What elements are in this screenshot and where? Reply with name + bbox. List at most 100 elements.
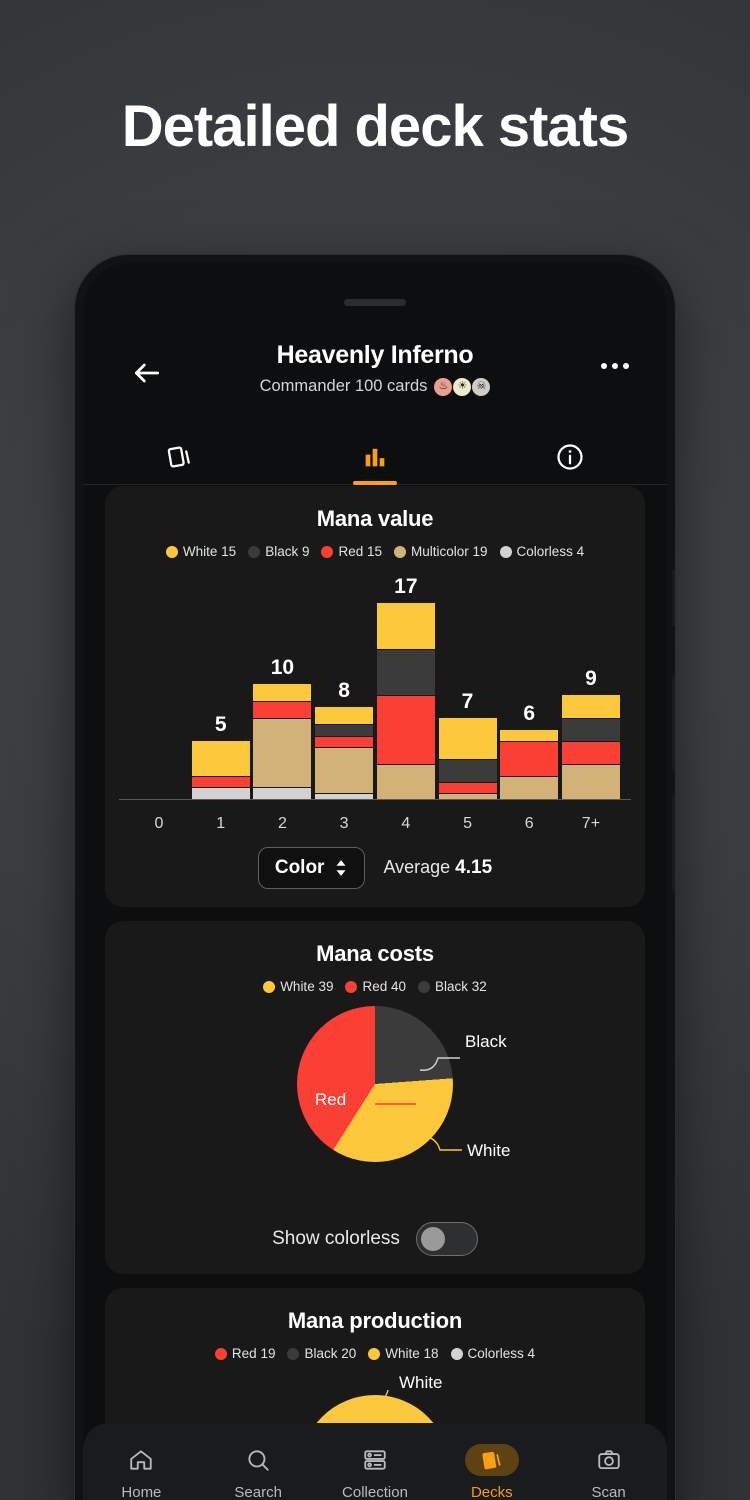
mana-value-card: Mana value White 15 Black 9 Red 15 Multicol… (105, 486, 645, 907)
show-colorless-row: Show colorless (119, 1222, 631, 1256)
legend-swatch (345, 980, 358, 993)
bar-segment-white (191, 741, 250, 776)
tab-cards[interactable] (83, 429, 278, 484)
nav-item-scan[interactable]: Scan (550, 1444, 667, 1500)
bar-column[interactable]: 7 (437, 573, 498, 799)
legend-swatch (321, 545, 334, 558)
bar-columns: 5 10 8 17 7 6 9 (129, 573, 621, 799)
legend-swatch (263, 980, 276, 993)
bar-segment-white (253, 683, 312, 702)
nav-item-collection[interactable]: Collection (317, 1444, 434, 1500)
home-icon (130, 1449, 153, 1470)
mana-costs-title: Mana costs (316, 941, 434, 966)
bar-stack (190, 740, 251, 799)
bar-column[interactable]: 17 (375, 573, 436, 799)
nav-label: Decks (470, 1483, 513, 1500)
bar-segment-black (438, 758, 497, 782)
toggle-knob (420, 1227, 445, 1251)
x-label: 6 (524, 815, 534, 832)
camera-icon-wrap (582, 1444, 636, 1476)
tab-stats[interactable] (278, 429, 473, 485)
show-colorless-toggle[interactable] (415, 1222, 478, 1256)
pie-slices (297, 1006, 453, 1162)
more-horizontal-icon[interactable] (601, 363, 629, 369)
mana-value-bar-chart: 5 10 8 17 7 6 9 0 1 2 3 4 5 6 7+ (119, 573, 631, 833)
nav-item-decks[interactable]: Decks (433, 1443, 550, 1500)
tab-strip (83, 429, 667, 485)
legend-swatch (499, 545, 512, 558)
bar-value-label: 10 (270, 655, 295, 679)
red-leader-line (375, 1103, 416, 1105)
legend-item: Red 40 (345, 979, 406, 994)
nav-label: Scan (591, 1483, 626, 1500)
show-colorless-label: Show colorless (272, 1228, 400, 1249)
nav-label: Home (121, 1483, 162, 1500)
legend-swatch (214, 1347, 227, 1360)
bar-column[interactable]: 9 (560, 573, 621, 799)
legend-item: Black 32 (418, 979, 487, 994)
mana-costs-card: Mana costs White 39 Red 40 Black 32 Black … (105, 921, 645, 1274)
x-label: 7+ (581, 815, 601, 832)
stats-scroll-area[interactable]: Mana value White 15 Black 9 Red 15 Multicol… (83, 486, 667, 1500)
mana-production-legend: Red 19 Black 20 White 18 Colorless 4 (119, 1346, 631, 1361)
color-grouping-selector[interactable]: Color (257, 847, 366, 889)
decks-icon-wrap (464, 1443, 519, 1476)
back-arrow-icon[interactable] (131, 357, 163, 389)
chevron-updown-icon (336, 860, 346, 876)
legend-label: Colorless 4 (467, 1346, 536, 1361)
tab-info[interactable] (472, 429, 667, 484)
nav-label: Collection (342, 1483, 408, 1500)
legend-swatch (248, 545, 261, 558)
bar-stack (375, 602, 436, 799)
legend-swatch (165, 545, 178, 558)
bar-segment-white (376, 603, 435, 650)
bar-segment-colorless (191, 787, 250, 799)
mana-production-title: Mana production (287, 1308, 463, 1333)
legend-label: Black 20 (304, 1346, 357, 1361)
bar-column[interactable]: 10 (252, 573, 313, 799)
nav-item-search[interactable]: Search (200, 1444, 317, 1500)
pie-label-black: Black (465, 1032, 507, 1051)
pie-label-white: White (467, 1141, 511, 1160)
info-circle-icon (557, 443, 583, 470)
legend-swatch (394, 545, 407, 558)
bar-value-label: 9 (585, 667, 597, 691)
bar-stack (437, 717, 498, 799)
legend-label: Colorless 4 (516, 544, 585, 559)
phone-screen: Heavenly Inferno Commander 100 cards ♨ ☀… (83, 263, 667, 1500)
bar-segment-red (561, 741, 620, 765)
nav-item-home[interactable]: Home (83, 1444, 200, 1500)
nav-label: Search (234, 1483, 282, 1500)
bar-column[interactable]: 8 (314, 573, 375, 799)
mana-value-legend: White 15 Black 9 Red 15 Multicolor 19 Colorl… (119, 544, 631, 559)
x-label: 3 (339, 815, 349, 832)
legend-item: Black 20 (287, 1346, 356, 1361)
bar-segment-red (376, 695, 435, 765)
phone-frame: Heavenly Inferno Commander 100 cards ♨ ☀… (75, 255, 675, 1500)
legend-label: Black 9 (265, 544, 310, 559)
legend-label: White 18 (385, 1346, 439, 1361)
bar-segment-red (500, 741, 559, 776)
bar-stack (314, 705, 375, 799)
bar-segment-black (376, 649, 435, 696)
average-value: 4.15 (455, 857, 493, 878)
bar-column[interactable]: 5 (190, 573, 251, 799)
camera-icon (597, 1449, 620, 1469)
bar-value-label: 6 (523, 701, 536, 725)
bar-segment-colorless (315, 793, 374, 799)
legend-label: Black 32 (435, 979, 487, 994)
bar-value-label: 5 (214, 713, 227, 737)
collection-icon (364, 1449, 386, 1470)
legend-item: Red 15 (321, 544, 382, 559)
phone-speaker (344, 299, 406, 306)
search-icon-wrap (231, 1444, 285, 1476)
deck-subtitle-text: Commander 100 cards (259, 377, 428, 395)
bar-column[interactable] (129, 573, 189, 799)
legend-item: Multicolor 19 (394, 544, 488, 559)
bar-stack (252, 682, 313, 799)
phone-volume-down-button (672, 795, 675, 891)
bar-segment-multicolor (561, 764, 620, 799)
bottom-navigation: Home Search Collection Decks Scan (83, 1423, 667, 1500)
bar-column[interactable]: 6 (499, 573, 560, 799)
phone-side-button (672, 570, 675, 626)
